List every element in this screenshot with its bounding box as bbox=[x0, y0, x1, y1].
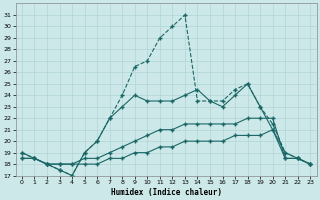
X-axis label: Humidex (Indice chaleur): Humidex (Indice chaleur) bbox=[111, 188, 221, 197]
